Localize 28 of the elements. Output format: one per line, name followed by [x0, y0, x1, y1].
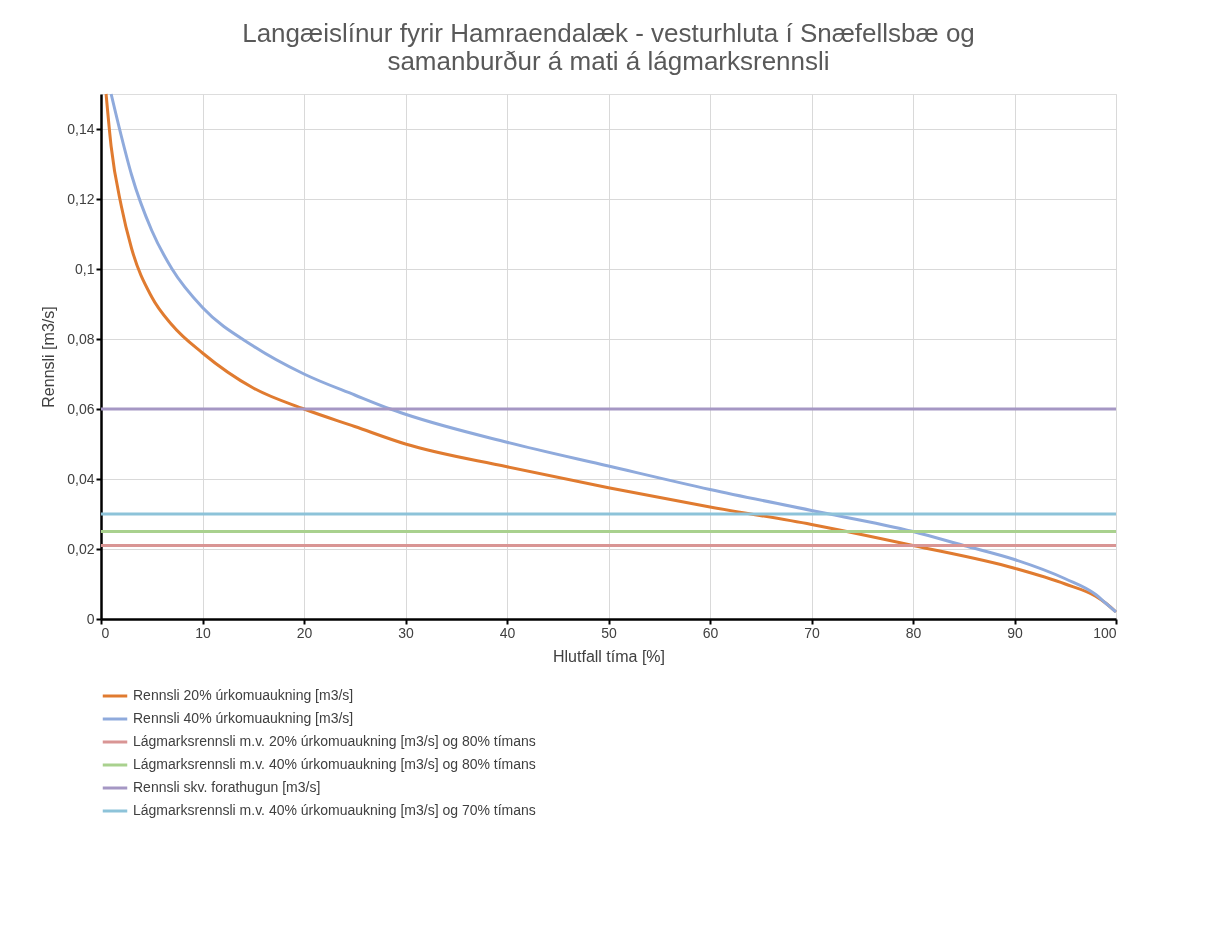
- x-tick-label: 30: [398, 624, 414, 641]
- y-tick-label: 0,08: [67, 330, 95, 347]
- legend-label: Lágmarksrennsli m.v. 20% úrkomuaukning [m3/s] og 80% tímans: [133, 733, 536, 749]
- y-tick-label: 0,14: [67, 120, 95, 137]
- x-tick-label: 70: [804, 624, 820, 641]
- x-axis-title: Hlutfall tíma [%]: [552, 647, 666, 665]
- y-tick-label: 0,12: [67, 190, 95, 207]
- x-tick-label: 60: [702, 624, 719, 641]
- x-tick-label: 80: [905, 624, 922, 641]
- legend-label: Rennsli skv. forathugun [m3/s]: [133, 779, 321, 795]
- legend-label: Lágmarksrennsli m.v. 40% úrkomuaukning [m3/s] og 80% tímans: [133, 756, 536, 772]
- x-tick-label: 50: [601, 624, 617, 641]
- legend-label: Rennsli 20% úrkomuaukning [m3/s]: [133, 687, 354, 703]
- legend-label: Lágmarksrennsli m.v. 40% úrkomuaukning [m3/s] og 70% tímans: [133, 802, 536, 818]
- y-tick-label: 0,1: [75, 260, 95, 277]
- x-tick-label: 90: [1007, 624, 1023, 641]
- x-tick-label: 100: [1093, 624, 1117, 641]
- chart-title: Langæislínur fyrir Hamraendalæk - vesturhluta í Snæfellsbæ og samanburður á mati á lágmarksrennsli: [242, 17, 975, 76]
- x-tick-label: 20: [296, 624, 313, 641]
- x-tick-label: 10: [195, 624, 211, 641]
- y-tick-label: 0,06: [67, 400, 95, 417]
- y-tick-label: 0,02: [67, 540, 95, 557]
- y-tick-label: 0,04: [67, 470, 95, 487]
- y-axis-title: Rennsli [m3/s]: [40, 306, 58, 408]
- x-tick-label: 40: [499, 624, 516, 641]
- x-tick-label: 0: [101, 624, 110, 641]
- legend-label: Rennsli 40% úrkomuaukning [m3/s]: [133, 710, 354, 726]
- y-tick-label: 0: [86, 610, 95, 627]
